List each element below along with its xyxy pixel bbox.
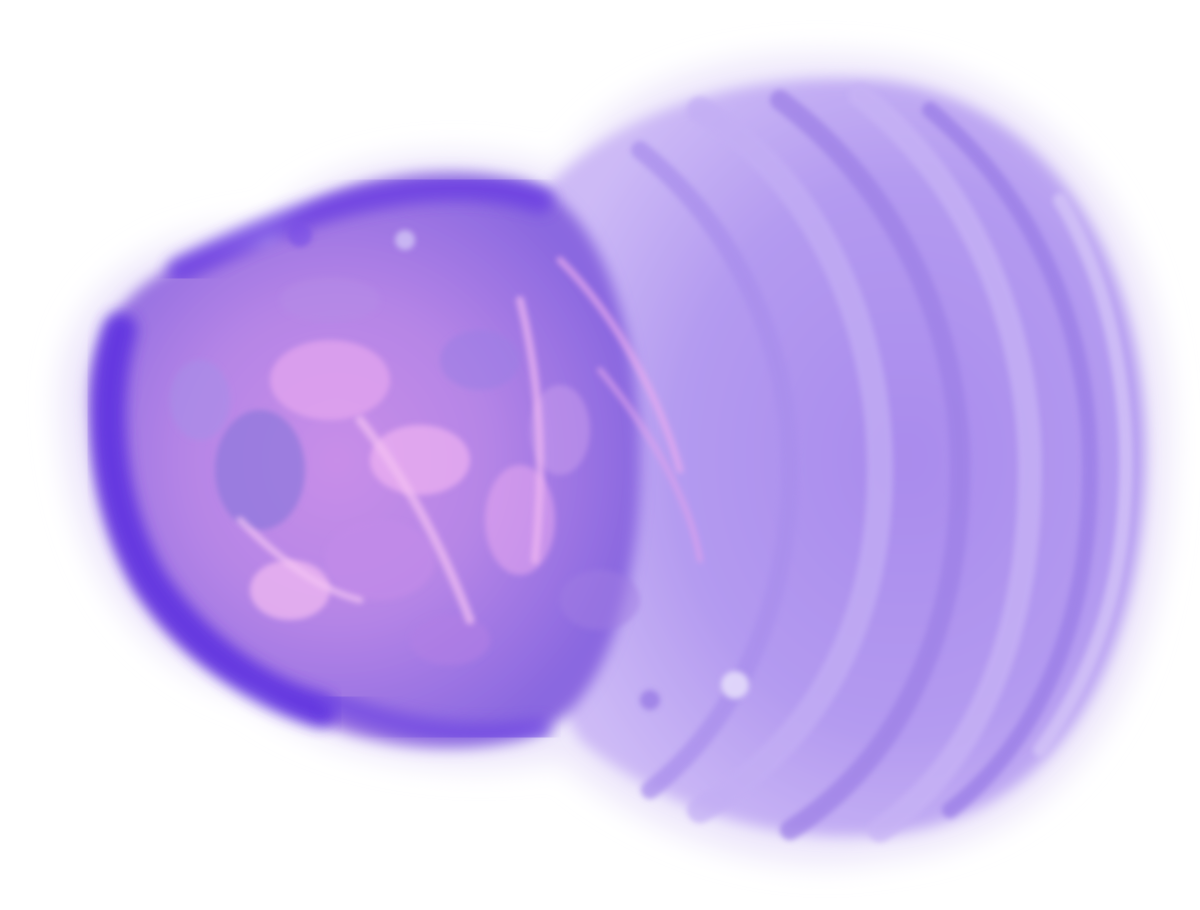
tissue-core-texture <box>170 278 640 665</box>
tissue-bands <box>631 83 1134 842</box>
tissue-spots <box>288 223 749 710</box>
tissue-top-edge <box>167 175 553 283</box>
tissue-left-lobe <box>89 172 641 748</box>
tissue-bottom-edge <box>319 689 551 745</box>
tissue-strands <box>236 256 703 625</box>
tissue-left-edge <box>91 313 337 727</box>
